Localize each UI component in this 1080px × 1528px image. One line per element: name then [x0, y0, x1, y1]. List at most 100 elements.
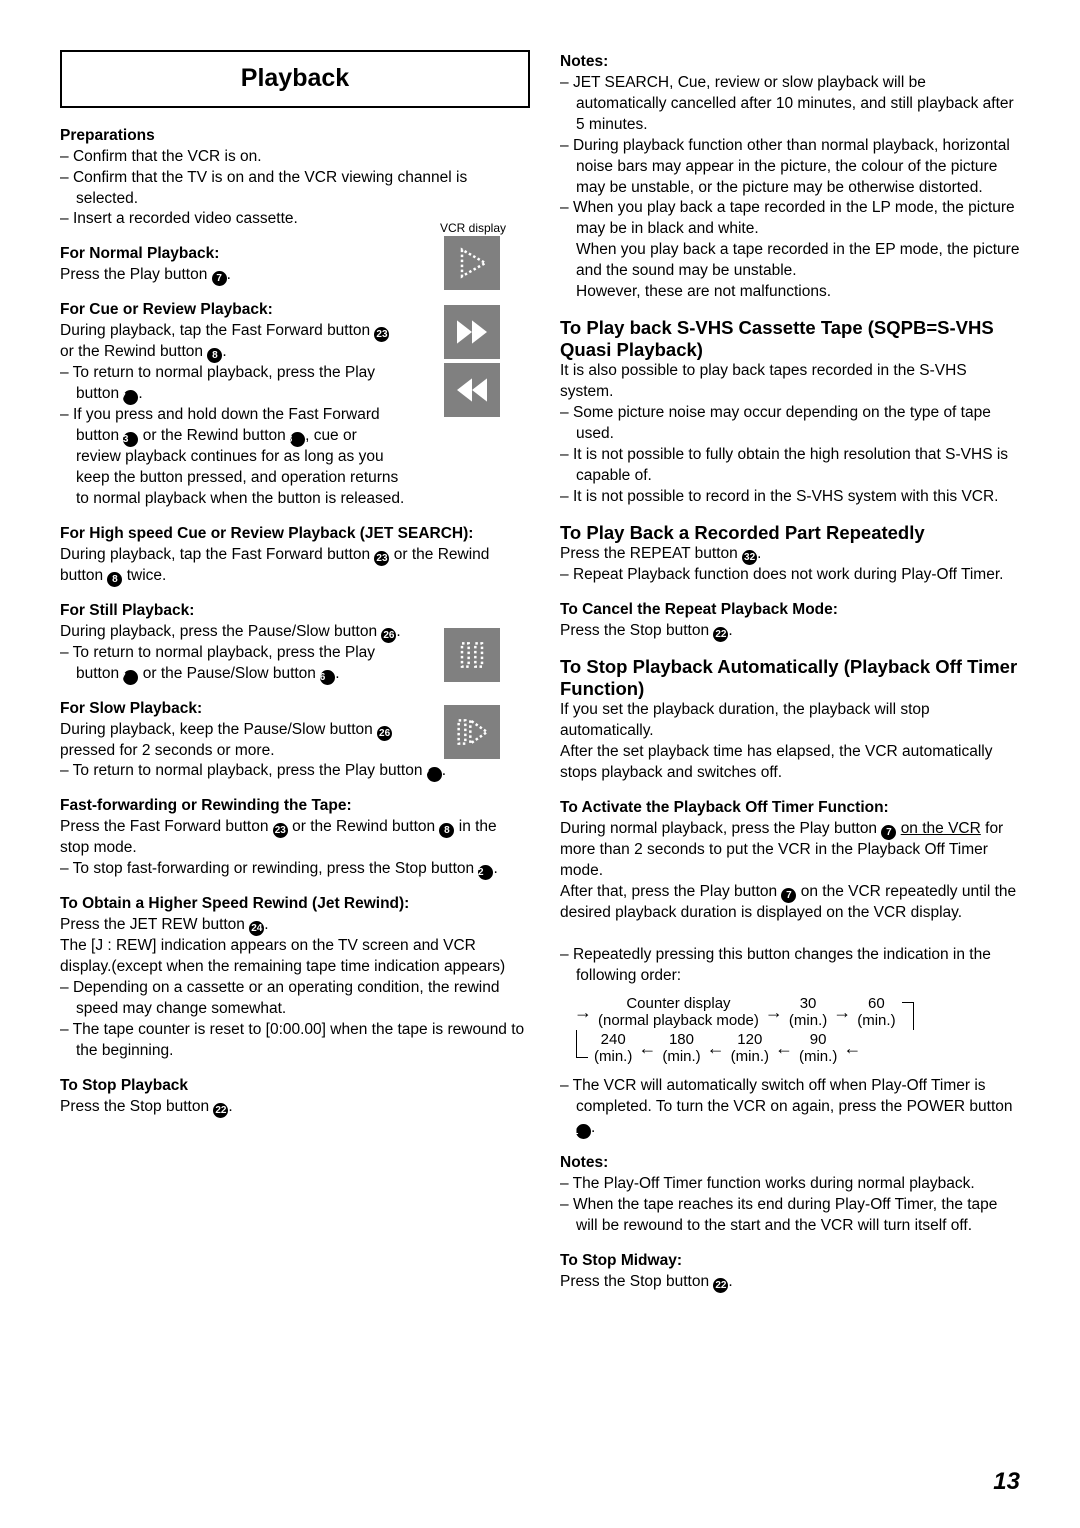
still-heading: For Still Playback:	[60, 601, 405, 622]
list-item: The Play-Off Timer function works during…	[560, 1174, 1020, 1195]
svhs-heading: To Play back S-VHS Cassette Tape (SQPB=S…	[560, 317, 1020, 361]
slow-heading: For Slow Playback:	[60, 699, 405, 720]
list-item: Confirm that the TV is on and the VCR vi…	[60, 168, 530, 210]
body-text: During playback, tap the Fast Forward bu…	[60, 321, 405, 363]
jet-heading: For High speed Cue or Review Playback (J…	[60, 524, 530, 545]
ref-icon: 22	[478, 865, 493, 880]
list-item: Some picture noise may occur depending o…	[560, 403, 1020, 445]
cycle-node: 180 (min.)	[662, 1031, 700, 1066]
cycle-node: Counter display (normal playback mode)	[598, 995, 759, 1030]
notes2-heading: Notes:	[560, 1153, 1020, 1174]
left-column: Playback Preparations Confirm that the V…	[60, 50, 530, 1307]
cue-list: To return to normal playback, press the …	[60, 363, 405, 510]
repeat-cancel-heading: To Cancel the Repeat Playback Mode:	[560, 600, 1020, 621]
ref-icon: 8	[290, 432, 305, 447]
ref-icon: 8	[107, 572, 122, 587]
repeat-cancel-block: To Cancel the Repeat Playback Mode: Pres…	[560, 600, 1020, 642]
list-item: It is not possible to record in the S-VH…	[560, 487, 1020, 508]
body-text: After the set playback time has elapsed,…	[560, 742, 1020, 784]
still-list: To return to normal playback, press the …	[60, 643, 405, 685]
ref-icon: 22	[713, 627, 728, 642]
ref-icon: 1	[576, 1124, 591, 1139]
list-item: To stop fast-forwarding or rewinding, pr…	[60, 859, 530, 880]
auto-stop-block: To Stop Playback Automatically (Playback…	[560, 656, 1020, 784]
repeat-block: To Play Back a Recorded Part Repeatedly …	[560, 522, 1020, 586]
body-text: Press the REPEAT button 32.	[560, 544, 1020, 565]
cycle-node: 120 (min.)	[731, 1031, 769, 1066]
list-item: Confirm that the VCR is on.	[60, 147, 530, 168]
body-text: Press the Stop button 22.	[560, 1272, 1020, 1293]
list-item: To return to normal playback, press the …	[60, 643, 405, 685]
activate-list2: The VCR will automatically switch off wh…	[560, 1076, 1020, 1139]
cycle-node: 240 (min.)	[594, 1031, 632, 1066]
slow-playback-block: For Slow Playback: During playback, keep…	[60, 699, 405, 783]
rewind-icon	[444, 363, 500, 417]
ref-icon: 23	[374, 551, 389, 566]
jetrew-list: Depending on a cassette or an operating …	[60, 978, 530, 1062]
ref-icon: 23	[374, 327, 389, 342]
play-icon	[444, 236, 500, 290]
list-item: JET SEARCH, Cue, review or slow playback…	[560, 73, 1020, 136]
body-text: Press the Fast Forward button 23 or the …	[60, 817, 530, 859]
midway-heading: To Stop Midway:	[560, 1251, 1020, 1272]
body-text: After that, press the Play button 7 on t…	[560, 882, 1020, 924]
page-title: Playback	[62, 62, 528, 96]
ref-icon: 8	[439, 823, 454, 838]
list-item: Repeatedly pressing this button changes …	[560, 945, 1020, 987]
body-text: If you set the playback duration, the pl…	[560, 700, 1020, 742]
body-text: During playback, press the Pause/Slow bu…	[60, 622, 405, 643]
pause-icon	[444, 628, 500, 682]
cue-review-block: For Cue or Review Playback: During playb…	[60, 300, 405, 510]
ref-icon: 7	[123, 390, 138, 405]
list-item: When the tape reaches its end during Pla…	[560, 1195, 1020, 1237]
notes2-block: Notes: The Play-Off Timer function works…	[560, 1153, 1020, 1237]
list-item: When you play back a tape recorded in th…	[560, 198, 1020, 303]
slow-list: To return to normal playback, press the …	[60, 761, 510, 782]
cycle-node: 90 (min.)	[799, 1031, 837, 1066]
normal-playback-block: For Normal Playback: Press the Play butt…	[60, 244, 405, 286]
notes-heading: Notes:	[560, 52, 1020, 73]
list-item: To return to normal playback, press the …	[60, 363, 405, 405]
ref-icon: 7	[881, 825, 896, 840]
preparations-block: Preparations Confirm that the VCR is on.…	[60, 126, 530, 231]
ref-icon: 26	[381, 628, 396, 643]
body-text: During playback, tap the Fast Forward bu…	[60, 545, 530, 587]
right-column: Notes: JET SEARCH, Cue, review or slow p…	[560, 50, 1020, 1307]
list-item: During playback function other than norm…	[560, 136, 1020, 199]
notes-block: Notes: JET SEARCH, Cue, review or slow p…	[560, 52, 1020, 303]
body-text: During normal playback, press the Play b…	[560, 819, 1020, 882]
activate-heading: To Activate the Playback Off Timer Funct…	[560, 798, 1020, 819]
ref-icon: 7	[427, 767, 442, 782]
ff-heading: Fast-forwarding or Rewinding the Tape:	[60, 796, 530, 817]
list-item: To return to normal playback, press the …	[60, 761, 510, 782]
svhs-list: Some picture noise may occur depending o…	[560, 403, 1020, 508]
ref-icon: 24	[249, 921, 264, 936]
body-text: The [J : REW] indication appears on the …	[60, 936, 530, 978]
ref-icon: 23	[123, 432, 138, 447]
body-text: Press the Stop button 22.	[60, 1097, 530, 1118]
ref-icon: 22	[213, 1103, 228, 1118]
list-item: The tape counter is reset to [0:00.00] w…	[60, 1020, 530, 1062]
notes-list: JET SEARCH, Cue, review or slow playback…	[560, 73, 1020, 303]
notes2-list: The Play-Off Timer function works during…	[560, 1174, 1020, 1237]
list-item: Repeat Playback function does not work d…	[560, 565, 1020, 586]
fast-forward-icon	[444, 305, 500, 359]
ff-rewind-block: Fast-forwarding or Rewinding the Tape: P…	[60, 796, 530, 880]
jet-rewind-block: To Obtain a Higher Speed Rewind (Jet Rew…	[60, 894, 530, 1061]
ref-icon: 7	[212, 271, 227, 286]
repeat-list: Repeat Playback function does not work d…	[560, 565, 1020, 586]
jetrew-heading: To Obtain a Higher Speed Rewind (Jet Rew…	[60, 894, 530, 915]
cue-heading: For Cue or Review Playback:	[60, 300, 405, 321]
cycle-node: 60 (min.)	[857, 995, 895, 1030]
stop-playback-block: To Stop Playback Press the Stop button 2…	[60, 1076, 530, 1118]
list-item: It is not possible to fully obtain the h…	[560, 445, 1020, 487]
vcr-display-label: VCR display	[440, 220, 506, 236]
slow-play-icon	[444, 705, 500, 759]
ref-icon: 8	[207, 348, 222, 363]
svhs-block: To Play back S-VHS Cassette Tape (SQPB=S…	[560, 317, 1020, 508]
activate-list: Repeatedly pressing this button changes …	[560, 945, 1020, 987]
list-item: If you press and hold down the Fast Forw…	[60, 405, 405, 510]
repeat-heading: To Play Back a Recorded Part Repeatedly	[560, 522, 1020, 544]
auto-heading: To Stop Playback Automatically (Playback…	[560, 656, 1020, 700]
list-item: The VCR will automatically switch off wh…	[560, 1076, 1020, 1139]
